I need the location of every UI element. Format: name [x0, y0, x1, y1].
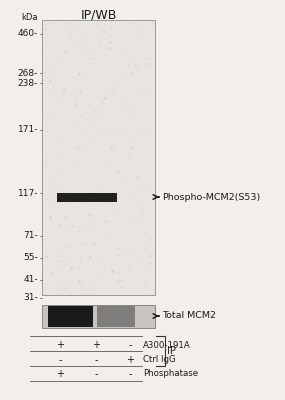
Text: kDa: kDa	[21, 14, 38, 22]
Text: -: -	[94, 369, 98, 379]
Text: 117-: 117-	[17, 188, 38, 198]
Text: +: +	[56, 340, 64, 350]
Text: IP/WB: IP/WB	[80, 8, 117, 21]
Text: -: -	[94, 355, 98, 365]
Bar	[42, 305, 155, 328]
Bar	[42, 20, 155, 295]
Bar	[57, 192, 117, 202]
Text: 171-: 171-	[17, 126, 38, 134]
Text: +: +	[126, 355, 134, 365]
Text: Total MCM2: Total MCM2	[162, 312, 216, 320]
Text: 41-: 41-	[23, 276, 38, 284]
Text: Phospho-MCM2(S53): Phospho-MCM2(S53)	[162, 192, 260, 202]
Text: 31-: 31-	[23, 294, 38, 302]
Bar	[48, 306, 93, 327]
Text: Ctrl IgG: Ctrl IgG	[143, 356, 176, 364]
Text: 460-: 460-	[18, 30, 38, 38]
Text: +: +	[56, 369, 64, 379]
Bar	[97, 306, 135, 327]
Text: +: +	[92, 340, 100, 350]
Text: 55-: 55-	[23, 254, 38, 262]
Text: 71-: 71-	[23, 232, 38, 240]
Text: -: -	[128, 340, 132, 350]
Text: -: -	[128, 369, 132, 379]
Text: Phosphatase: Phosphatase	[143, 370, 198, 378]
Text: 268-: 268-	[18, 68, 38, 78]
Text: -: -	[58, 355, 62, 365]
Text: 238-: 238-	[18, 78, 38, 88]
Text: IP: IP	[167, 346, 176, 356]
Text: A300-191A: A300-191A	[143, 340, 191, 350]
